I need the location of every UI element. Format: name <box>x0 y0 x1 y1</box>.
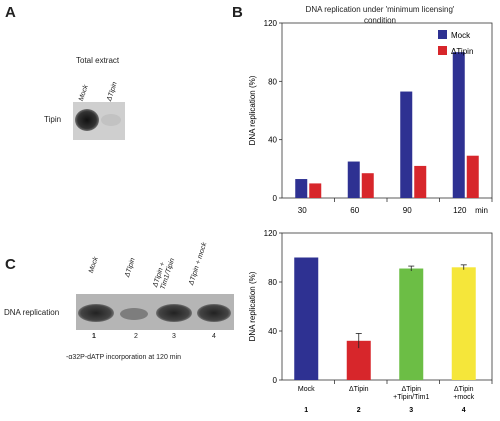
chart1-bar-ΔTipin-120 <box>466 155 479 198</box>
chart2-ytick-label-2: 80 <box>268 278 277 287</box>
chart1-ytick-label-3: 120 <box>264 20 278 28</box>
chart2-ytick-label-3: 120 <box>264 229 278 238</box>
chart2-ytick-label-0: 0 <box>273 376 278 385</box>
chart1-xtick-label-2: 90 <box>403 206 412 215</box>
panel-c-letter: C <box>5 256 16 273</box>
panel-a-title: Total extract <box>76 56 120 65</box>
chart1-bar-Mock-90 <box>400 91 413 198</box>
chart1-ytick-label-2: 80 <box>268 77 277 86</box>
chart2-xtick-label-3-0: ΔTipin <box>454 386 474 393</box>
western-blot-image <box>73 102 125 140</box>
panel-b-letter: B <box>232 4 243 21</box>
chart1-xtick-label-0: 30 <box>298 206 307 215</box>
chart2-xtick-number-2: 3 <box>409 407 413 414</box>
chart2-xtick-number-0: 1 <box>304 407 308 414</box>
chart1-legend-label-0: Mock <box>451 31 471 40</box>
chart2-xtick-number-3: 4 <box>462 407 466 414</box>
panel-c-lane-4: ΔTipin + mock <box>188 241 209 287</box>
chart1-svg: 0 40 80 120 DNA replication (%) 30 60 90 120 min M… <box>248 20 493 215</box>
panel-a-lane-mock: Mock <box>78 84 90 103</box>
chart1-xtick-label-3: 120 <box>453 206 467 215</box>
chart2-xtick-label-0-0: Mock <box>298 386 315 393</box>
panel-c-num-3: 3 <box>172 333 176 340</box>
panel-c-num-1: 1 <box>92 333 96 340</box>
chart1-bar-ΔTipin-90 <box>414 165 427 198</box>
chart2-xtick-label-1-0: ΔTipin <box>349 386 369 393</box>
chart2-xtick-label-2-0: ΔTipin <box>401 386 421 393</box>
chart2-xtick-label-2-1: +Tipin/Tim1 <box>393 394 429 401</box>
chart2-ytick-label-1: 40 <box>268 327 277 336</box>
chart2-bar-3 <box>399 268 424 380</box>
chart1-legend-swatch-0 <box>438 30 447 39</box>
panel-a-letter: A <box>5 4 16 21</box>
chart2-xtick-number-1: 2 <box>357 407 361 414</box>
chart1-legend-label-1: ΔTipin <box>451 47 473 56</box>
chart1-bar-Mock-60 <box>347 161 360 198</box>
chart1-legend-swatch-1 <box>438 46 447 55</box>
panel-c-caption: -α32P-dATP incorporation at 120 min <box>66 354 182 361</box>
chart2-ylabel: DNA replication (%) <box>248 271 257 341</box>
chart1-bar-Mock-120 <box>452 52 465 198</box>
panel-c-num-2: 2 <box>134 333 138 340</box>
panel-a-row-label: Tipin <box>44 115 62 124</box>
chart2-bar-4 <box>451 267 476 380</box>
chart1-ylabel: DNA replication (%) <box>248 75 257 145</box>
panel-c-lane-2: ΔTipin <box>124 257 137 279</box>
chart1-ytick-label-0: 0 <box>273 194 278 203</box>
panel-c-lane-3: ΔTipin + Tim1/Tipin <box>152 257 177 291</box>
panel-a-lane-dtipin: ΔTipin <box>106 81 119 103</box>
panel-c-row-label: DNA replication <box>4 308 60 317</box>
panel-c-num-4: 4 <box>212 333 216 340</box>
chart1-x-unit: min <box>475 206 488 215</box>
chart1-ytick-label-1: 40 <box>268 136 277 145</box>
chart1-xtick-label-1: 60 <box>350 206 359 215</box>
chart2-xtick-label-3-1: +mock <box>453 394 474 401</box>
chart2-bar-1 <box>294 257 319 380</box>
chart1-bar-ΔTipin-60 <box>361 173 374 198</box>
chart2-svg: 0 40 80 120 DNA replication (%) Mock 1 ΔTipin 2 Δ… <box>248 229 493 414</box>
chart1-bar-Mock-30 <box>295 179 308 198</box>
panel-c-lane-1: Mock <box>88 256 100 275</box>
chart1-title: DNA replication under 'minimum licensing… <box>305 5 455 25</box>
chart1-bar-ΔTipin-30 <box>309 183 322 198</box>
autoradiograph-image <box>76 294 234 330</box>
